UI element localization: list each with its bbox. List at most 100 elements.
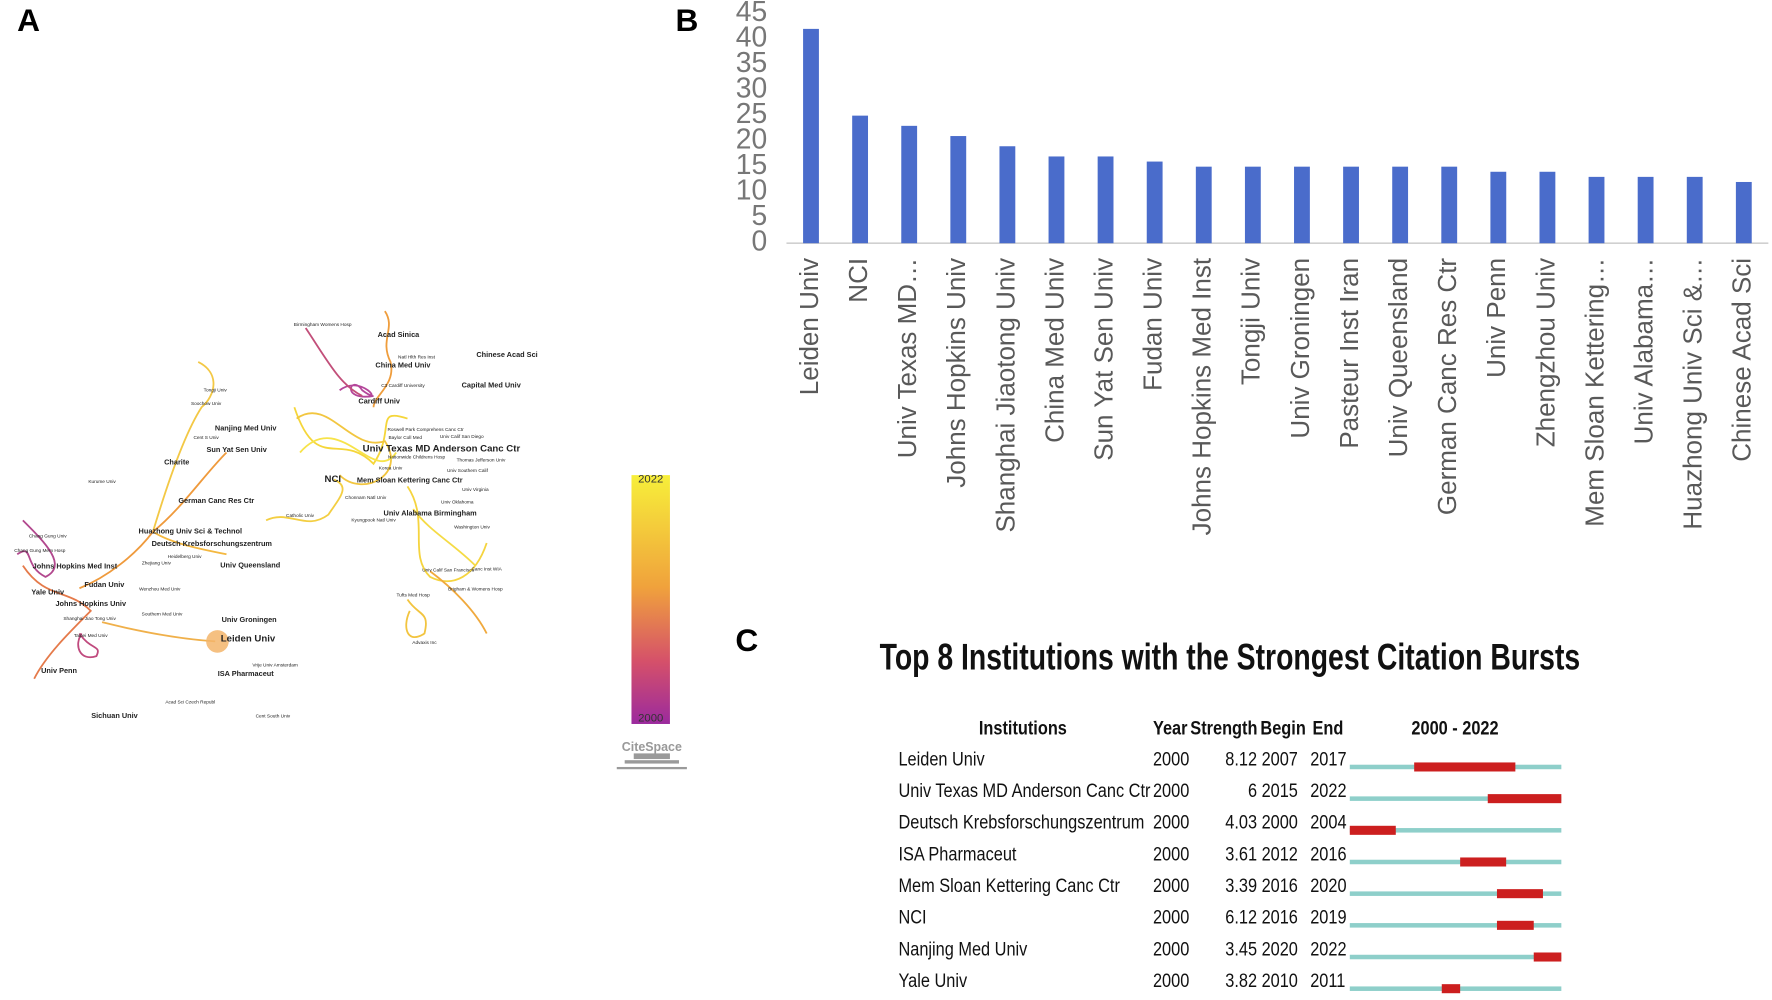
institution-group: Mem Sloan Kettering Canc Ctr: [898, 875, 1119, 897]
year: 2000: [1153, 748, 1189, 770]
end: 2022: [1310, 780, 1346, 802]
burst-bar: [1533, 952, 1562, 962]
node-label: Cent S Univ: [193, 435, 219, 441]
burst-bar: [1414, 762, 1516, 772]
institution-group: Leiden Univ: [898, 748, 984, 770]
strength: 6.12: [1225, 906, 1257, 928]
institution: Yale Univ: [898, 970, 967, 992]
begin-group: 2012: [1262, 843, 1298, 865]
column-header: Begin: [1260, 717, 1305, 739]
panel-letter: C: [735, 622, 758, 658]
node-label: Korea Univ: [379, 466, 403, 472]
node-label: Kyungpook Natl Univ: [351, 518, 396, 524]
node-label: Univ Penn: [41, 666, 77, 675]
strength: 3.61: [1225, 843, 1257, 865]
burst-bar: [1496, 889, 1543, 899]
end-group: 2022: [1310, 938, 1346, 960]
begin-group: 2015: [1262, 780, 1298, 802]
y-tick-label: 0: [751, 225, 767, 257]
begin: 2000: [1262, 811, 1298, 833]
y-tick-label: 15: [736, 148, 767, 180]
node-label: Chang Gung Univ: [29, 533, 67, 539]
institution-group: Yale Univ: [898, 970, 967, 992]
year: 2000: [1153, 906, 1189, 928]
year-group: 2000: [1153, 938, 1189, 960]
strength: 8.12: [1225, 748, 1257, 770]
year-group: 2000: [1153, 780, 1189, 802]
year: 2000: [1153, 843, 1189, 865]
y-tick-label: 45: [736, 0, 767, 27]
colorbar-label: 2000: [638, 712, 663, 724]
x-tick-label: Pasteur Inst Iran: [1334, 258, 1364, 449]
node-label: Cardiff Univ: [358, 397, 401, 406]
timeline: [1349, 923, 1562, 928]
range-header: 2000 - 2022: [1411, 717, 1498, 739]
bar: [999, 146, 1016, 244]
node-label: Wenzhou Med Univ: [139, 587, 181, 593]
x-tick-label: Johns Hopkins Med Inst: [1187, 257, 1217, 535]
bar: [1441, 166, 1458, 244]
node-label: Catholic Univ: [286, 513, 315, 519]
bar: [950, 136, 967, 244]
institution: Nanjing Med Univ: [898, 938, 1027, 960]
node-label: Univ Oklahoma: [441, 500, 474, 506]
y-tick-label: 35: [736, 46, 767, 78]
node-label: Acad Sinica: [378, 330, 421, 339]
bar: [1539, 171, 1556, 244]
x-tick-label: Zhengzhou Univ: [1530, 258, 1560, 447]
column-header-group: Strength: [1190, 717, 1257, 739]
node-label: Univ Southern Calif: [447, 468, 489, 474]
logo-text: CiteSpace: [622, 740, 682, 754]
burst-bar: [1487, 794, 1562, 804]
year-group: 2000: [1153, 843, 1189, 865]
begin-group: 2016: [1262, 875, 1298, 897]
citespace-logo: [616, 753, 687, 770]
burst-bar: [1441, 984, 1461, 994]
strength-group: 3.45: [1225, 938, 1257, 960]
x-tick-label: Leiden Univ: [794, 258, 824, 395]
node-label: Soochow Univ: [191, 401, 222, 407]
year: 2000: [1153, 875, 1189, 897]
y-tick-label: 40: [736, 21, 767, 53]
timeline: [1349, 891, 1562, 896]
column-header: Institutions: [979, 717, 1067, 739]
colorbar: [631, 475, 670, 724]
bar: [1637, 176, 1654, 244]
panel-letter: A: [17, 2, 40, 38]
node-label: Leiden Univ: [221, 634, 276, 645]
node-label: Chinese Acad Sci: [476, 350, 537, 359]
node-label: Zhejiang Univ: [142, 561, 172, 567]
node-label: Deutsch Krebsforschungszentrum: [152, 539, 273, 548]
timeline: [1349, 796, 1562, 801]
strength-group: 6.12: [1225, 906, 1257, 928]
network-edges: [16, 310, 488, 680]
institution-group: Deutsch Krebsforschungszentrum: [898, 811, 1144, 833]
leiden-node: [206, 630, 229, 653]
end-group: 2019: [1310, 906, 1346, 928]
institution: ISA Pharmaceut: [898, 843, 1016, 865]
node-label: Sun Yat Sen Univ: [207, 445, 268, 454]
node-label: Canc Inst WIA: [471, 566, 502, 572]
column-header-group: Year: [1153, 717, 1188, 739]
begin-group: 2016: [1262, 906, 1298, 928]
x-tick-label: China Med Univ: [1039, 258, 1069, 443]
begin-group: 2007: [1262, 748, 1298, 770]
node-label: Johns Hopkins Med Inst: [33, 562, 118, 571]
node-label: Acad Sci Czech Republ: [165, 700, 215, 706]
bar: [1048, 156, 1065, 244]
begin-group: 2020: [1262, 938, 1298, 960]
institution-group: NCI: [898, 906, 926, 928]
strength: 3.82: [1225, 970, 1257, 992]
column-header: Year: [1153, 717, 1188, 739]
end: 2020: [1310, 875, 1346, 897]
institution: Deutsch Krebsforschungszentrum: [898, 811, 1144, 833]
node-label: Univ Texas MD Anderson Canc Ctr: [363, 444, 521, 455]
bar: [1195, 166, 1212, 244]
node-label: Yale Univ: [31, 588, 65, 597]
begin: 2010: [1262, 970, 1298, 992]
node-label: Taipei Med Univ: [74, 633, 108, 639]
x-tick-label: Chinese Acad Sci: [1727, 258, 1757, 462]
x-tick-label: Mem Sloan Kettering…: [1579, 258, 1609, 527]
node-label: Chonnam Natl Univ: [345, 495, 387, 501]
